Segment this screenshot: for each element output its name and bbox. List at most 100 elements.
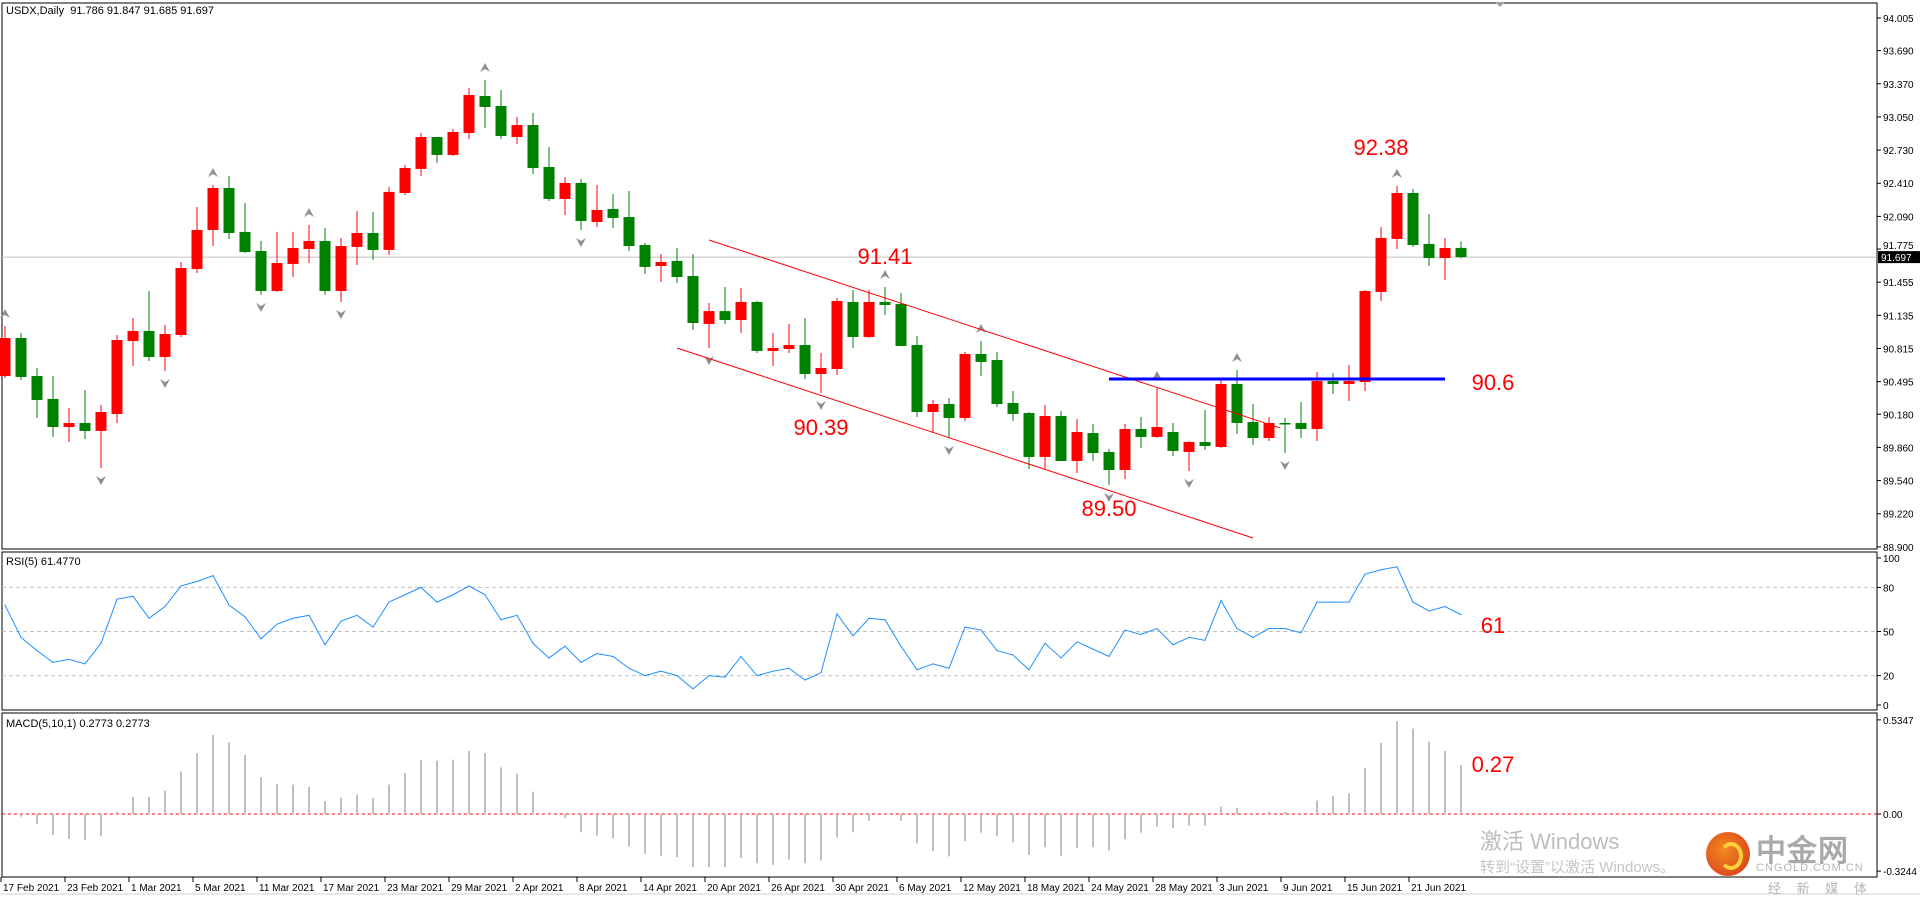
date-axis-label: 26 Apr 2021 xyxy=(771,883,825,894)
rsi-point xyxy=(500,619,502,621)
candle-bear xyxy=(47,398,59,428)
candle-bull xyxy=(815,367,827,374)
price-axis-label: 89.540 xyxy=(1883,477,1914,488)
rsi-point xyxy=(532,642,534,644)
date-axis-label: 24 May 2021 xyxy=(1091,883,1149,894)
date-axis-label: 20 Apr 2021 xyxy=(707,883,761,894)
rsi-point xyxy=(612,655,614,658)
rsi-point xyxy=(1108,655,1110,658)
date-axis-label: 23 Mar 2021 xyxy=(387,883,444,894)
fractal-down-arrow-icon xyxy=(256,303,266,313)
price-axis-label: 90.495 xyxy=(1883,378,1914,389)
candle-bear xyxy=(79,422,91,431)
candle-bull xyxy=(1215,384,1227,448)
rsi-point xyxy=(948,667,950,669)
rsi-point xyxy=(1284,627,1286,630)
rsi-point xyxy=(596,652,598,655)
date-axis-label: 1 Mar 2021 xyxy=(131,883,182,894)
fractal-up-arrow-icon xyxy=(1392,168,1402,178)
date-axis-label: 9 Jun 2021 xyxy=(1283,883,1333,894)
rsi-point xyxy=(1252,636,1254,638)
candle-bear xyxy=(543,166,555,199)
rsi-point xyxy=(1156,627,1158,630)
rsi-point xyxy=(1412,601,1414,603)
chart-shift-marker-icon[interactable] xyxy=(1495,2,1505,7)
candle-bull xyxy=(1375,237,1387,293)
rsi-point xyxy=(692,688,694,690)
rsi-point xyxy=(836,613,838,615)
price-annotation: 91.41 xyxy=(857,243,913,269)
macd-panel-frame xyxy=(1,712,1878,878)
candle-bull xyxy=(655,261,667,267)
date-axis-label: 21 Jun 2021 xyxy=(1411,883,1466,894)
rsi-point xyxy=(420,586,422,589)
fractal-down-arrow-icon xyxy=(96,476,106,486)
date-axis-label: 8 Apr 2021 xyxy=(579,883,628,894)
rsi-point xyxy=(996,650,998,652)
candle-bear xyxy=(975,353,987,362)
rsi-point xyxy=(1380,569,1382,571)
rsi-point xyxy=(260,638,262,640)
rsi-point xyxy=(548,657,550,659)
rsi-point xyxy=(132,595,134,597)
price-axis-label: 90.180 xyxy=(1883,410,1914,421)
candle-bear xyxy=(223,188,235,233)
candle-bear xyxy=(1455,247,1467,258)
symbol-label: USDX,Daily xyxy=(6,5,65,17)
candle-bear xyxy=(1279,422,1291,425)
chart-header: USDX,Daily 91.786 91.847 91.685 91.697 xyxy=(6,5,214,17)
candle-bear xyxy=(15,338,27,377)
macd-axis-label: 0.00 xyxy=(1883,810,1903,821)
rsi-point xyxy=(820,672,822,674)
rsi-point xyxy=(1444,605,1446,608)
candle-bull xyxy=(863,301,875,337)
date-axis-label: 17 Feb 2021 xyxy=(3,883,60,894)
candle-bear xyxy=(799,344,811,374)
candle-bull xyxy=(191,229,203,270)
price-annotation: 90.6 xyxy=(1471,370,1515,396)
cngold-logo-icon xyxy=(1706,832,1750,876)
price-annotation: 90.39 xyxy=(793,414,849,440)
price-annotation: 92.38 xyxy=(1353,135,1409,161)
candle-bull xyxy=(831,301,843,369)
date-axis-label: 28 May 2021 xyxy=(1155,883,1213,894)
rsi-point xyxy=(52,661,54,663)
candle-bear xyxy=(1103,451,1115,471)
channel-trendline[interactable] xyxy=(676,347,1254,539)
rsi-point xyxy=(916,669,918,671)
candle-bull xyxy=(207,188,219,230)
rsi-point xyxy=(932,663,934,665)
candle-bear xyxy=(911,344,923,412)
rsi-axis-label: 80 xyxy=(1883,583,1895,594)
price-axis-label: 92.090 xyxy=(1883,212,1914,223)
rsi-point xyxy=(852,635,854,637)
rsi-point xyxy=(4,604,6,606)
price-axis-label: 91.135 xyxy=(1883,311,1914,322)
candle-bull xyxy=(927,404,939,412)
rsi-point xyxy=(196,580,198,583)
macd-title: MACD(5,10,1) 0.2773 0.2773 xyxy=(6,718,150,730)
rsi-point xyxy=(148,617,150,619)
rsi-point xyxy=(1076,641,1078,643)
rsi-point xyxy=(1028,669,1030,671)
rsi-point xyxy=(724,676,726,678)
candle-bull xyxy=(767,347,779,351)
rsi-axis-label: 100 xyxy=(1883,554,1900,565)
channel-trendline[interactable] xyxy=(708,239,1281,429)
rsi-point xyxy=(900,645,902,647)
candle-bull xyxy=(111,339,123,414)
rsi-point xyxy=(100,642,102,644)
candle-bear xyxy=(879,301,891,305)
rsi-point xyxy=(340,620,342,622)
candle-bear xyxy=(319,240,331,291)
candle-bear xyxy=(751,301,763,351)
rsi-point xyxy=(1332,601,1334,603)
candle-bear xyxy=(1295,422,1307,429)
candle-bull xyxy=(1071,431,1083,461)
rsi-point xyxy=(68,658,70,661)
candle-bull xyxy=(63,422,75,428)
main-panel-frame xyxy=(1,2,1878,550)
candle-bull xyxy=(959,353,971,418)
